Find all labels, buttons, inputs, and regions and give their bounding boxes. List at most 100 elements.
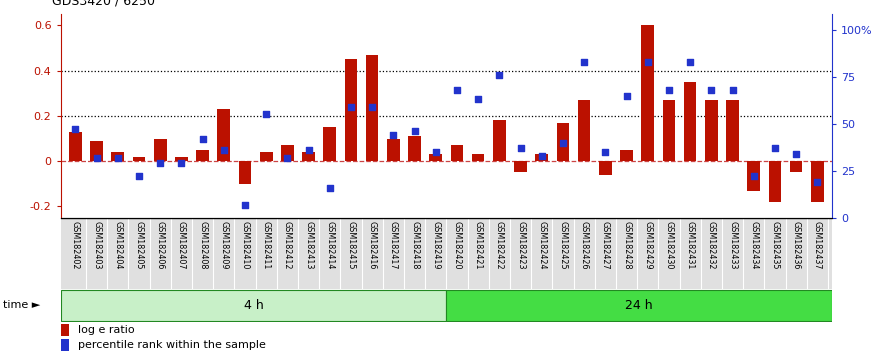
Text: GSM182432: GSM182432: [707, 221, 716, 270]
Text: GSM182410: GSM182410: [240, 221, 249, 270]
Bar: [662, 100, 676, 161]
Bar: [323, 127, 336, 161]
Bar: [556, 123, 570, 161]
Bar: [260, 152, 272, 161]
Text: GSM182415: GSM182415: [346, 221, 355, 270]
Point: [344, 104, 358, 110]
Bar: [344, 59, 357, 161]
Text: 24 h: 24 h: [626, 299, 653, 312]
Text: GSM182417: GSM182417: [389, 221, 398, 270]
Point: [322, 185, 336, 190]
Point: [302, 147, 316, 153]
Point: [662, 87, 676, 93]
Point: [365, 104, 379, 110]
Text: GSM182403: GSM182403: [92, 221, 101, 270]
Text: GSM182420: GSM182420: [452, 221, 461, 270]
Bar: [303, 152, 315, 161]
Text: GSM182412: GSM182412: [283, 221, 292, 270]
Bar: [620, 150, 633, 161]
Point: [69, 126, 83, 132]
Point: [408, 129, 422, 134]
Point: [725, 87, 740, 93]
Text: GSM182424: GSM182424: [538, 221, 546, 270]
Point: [449, 87, 464, 93]
Bar: [472, 154, 484, 161]
Text: GSM182408: GSM182408: [198, 221, 207, 270]
Bar: [642, 25, 654, 161]
Bar: [811, 161, 823, 202]
Point: [747, 173, 761, 179]
Point: [89, 155, 103, 160]
Text: GSM182429: GSM182429: [643, 221, 652, 270]
Text: log e ratio: log e ratio: [78, 325, 135, 336]
Text: GSM182436: GSM182436: [791, 221, 801, 270]
Point: [514, 145, 528, 151]
Point: [768, 145, 782, 151]
Bar: [409, 136, 421, 161]
Bar: [536, 154, 548, 161]
Point: [280, 155, 295, 160]
Bar: [578, 100, 590, 161]
Bar: [154, 138, 166, 161]
Bar: [90, 141, 103, 161]
Text: GSM182411: GSM182411: [262, 221, 271, 270]
Point: [386, 132, 400, 138]
Text: GSM182407: GSM182407: [177, 221, 186, 270]
Point: [789, 151, 804, 156]
Point: [619, 93, 634, 98]
Text: GSM182435: GSM182435: [771, 221, 780, 270]
Point: [535, 153, 549, 159]
Point: [238, 202, 252, 207]
Text: GSM182406: GSM182406: [156, 221, 165, 270]
Bar: [281, 145, 294, 161]
Bar: [61, 290, 447, 321]
Point: [153, 160, 167, 166]
Text: time ►: time ►: [3, 300, 40, 310]
Bar: [769, 161, 781, 202]
Text: GSM182422: GSM182422: [495, 221, 504, 270]
Bar: [684, 82, 697, 161]
Point: [810, 179, 824, 185]
Text: GSM182414: GSM182414: [325, 221, 335, 270]
Text: GSM182423: GSM182423: [516, 221, 525, 270]
Bar: [217, 109, 231, 161]
Text: GSM182402: GSM182402: [71, 221, 80, 270]
Point: [132, 173, 146, 179]
Point: [598, 149, 612, 155]
Bar: [366, 55, 378, 161]
Bar: [493, 120, 506, 161]
Bar: [748, 161, 760, 190]
Bar: [133, 156, 145, 161]
Bar: [61, 324, 69, 336]
Point: [492, 72, 506, 78]
Point: [259, 112, 273, 117]
Bar: [447, 290, 832, 321]
Text: GSM182404: GSM182404: [113, 221, 122, 270]
Text: GSM182418: GSM182418: [410, 221, 419, 270]
Text: GSM182409: GSM182409: [219, 221, 228, 270]
Point: [216, 147, 231, 153]
Bar: [789, 161, 803, 172]
Text: GSM182421: GSM182421: [473, 221, 482, 270]
Text: GSM182405: GSM182405: [134, 221, 143, 270]
Bar: [111, 152, 124, 161]
Point: [110, 155, 125, 160]
Point: [429, 149, 443, 155]
Point: [683, 59, 697, 64]
Point: [471, 97, 485, 102]
Point: [196, 136, 210, 142]
Bar: [196, 150, 209, 161]
Text: GSM182425: GSM182425: [558, 221, 568, 270]
Bar: [175, 156, 188, 161]
Text: percentile rank within the sample: percentile rank within the sample: [78, 341, 266, 350]
Text: GSM182437: GSM182437: [813, 221, 821, 270]
Text: GSM182416: GSM182416: [368, 221, 376, 270]
Bar: [726, 100, 739, 161]
Point: [704, 87, 718, 93]
Bar: [429, 154, 442, 161]
Point: [174, 160, 189, 166]
Text: GSM182431: GSM182431: [685, 221, 694, 270]
Point: [577, 59, 591, 64]
Point: [556, 140, 570, 145]
Text: GDS3420 / 6250: GDS3420 / 6250: [52, 0, 155, 7]
